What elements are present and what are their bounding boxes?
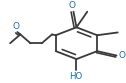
Text: O: O xyxy=(119,51,126,60)
Text: O: O xyxy=(13,22,20,31)
Text: HO: HO xyxy=(69,72,83,81)
Text: O: O xyxy=(69,1,76,10)
